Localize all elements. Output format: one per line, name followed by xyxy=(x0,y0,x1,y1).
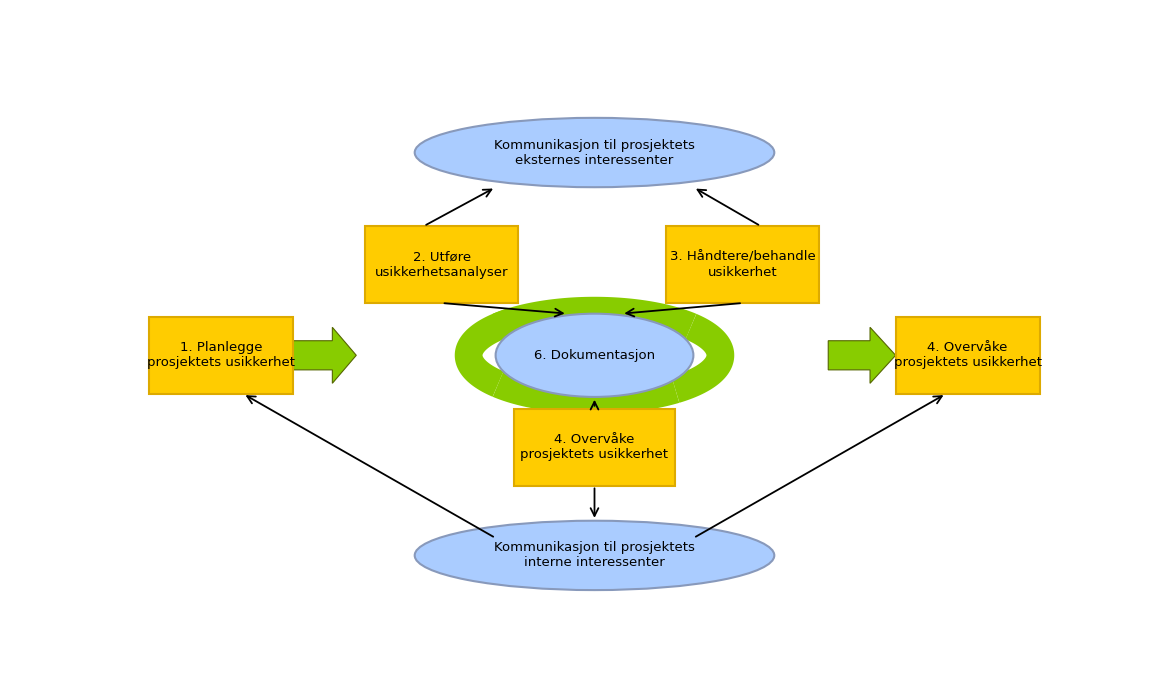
FancyBboxPatch shape xyxy=(896,317,1039,394)
Ellipse shape xyxy=(495,314,694,397)
FancyBboxPatch shape xyxy=(514,409,675,486)
Polygon shape xyxy=(293,327,356,383)
Text: Kommunikasjon til prosjektets
interne interessenter: Kommunikasjon til prosjektets interne in… xyxy=(494,541,695,570)
Text: 1. Planlegge
prosjektets usikkerhet: 1. Planlegge prosjektets usikkerhet xyxy=(147,341,296,369)
FancyBboxPatch shape xyxy=(365,226,519,303)
Ellipse shape xyxy=(415,118,775,187)
FancyBboxPatch shape xyxy=(666,226,819,303)
Text: 2. Utføre
usikkerhetsanalyser: 2. Utføre usikkerhetsanalyser xyxy=(375,251,508,279)
Text: 4. Overvåke
prosjektets usikkerhet: 4. Overvåke prosjektets usikkerhet xyxy=(521,433,668,461)
Polygon shape xyxy=(828,327,896,383)
Ellipse shape xyxy=(415,520,775,590)
Text: 6. Dokumentasjon: 6. Dokumentasjon xyxy=(534,349,655,362)
Text: 3. Håndtere/behandle
usikkerhet: 3. Håndtere/behandle usikkerhet xyxy=(670,251,815,279)
Text: Kommunikasjon til prosjektets
eksternes interessenter: Kommunikasjon til prosjektets eksternes … xyxy=(494,139,695,166)
FancyBboxPatch shape xyxy=(150,317,293,394)
Text: 4. Overvåke
prosjektets usikkerhet: 4. Overvåke prosjektets usikkerhet xyxy=(893,341,1042,369)
